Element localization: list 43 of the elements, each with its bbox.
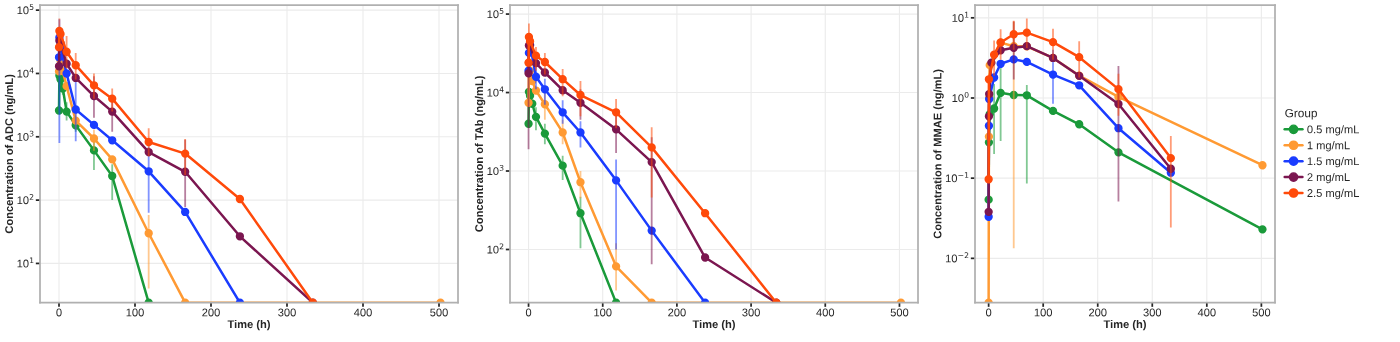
y-tick-label: 10$^{5}$: [487, 8, 504, 19]
y-tick-label: 10$^{2}$: [17, 194, 34, 205]
y-tick-label: 10$^{4}$: [487, 86, 504, 97]
legend-label: 2.5 mg/mL: [1307, 188, 1360, 200]
x-tick-label: 400: [816, 308, 835, 317]
y-tick-label: 10$^{2}$: [487, 243, 504, 254]
x-tick-label: 0: [56, 308, 62, 317]
x-tick-label: 100: [1034, 308, 1053, 317]
y-tick-label: 10$^{5}$: [17, 4, 34, 15]
legend-label: 1 mg/mL: [1307, 141, 1350, 152]
x-tick-label: 300: [278, 308, 296, 317]
x-tick-label: 400: [353, 308, 372, 317]
y-axis-title: Concentration of MMAE (ng/mL): [933, 69, 944, 239]
x-axis-title: Time (h): [1103, 319, 1146, 331]
x-tick-label: 500: [1252, 308, 1271, 317]
x-axis-title: Time (h): [692, 319, 735, 331]
y-tick-label: 10$^{−1}$: [945, 172, 969, 183]
x-tick-label: 500: [430, 308, 448, 317]
x-tick-label: 200: [202, 308, 220, 317]
y-tick-label: 10$^{3}$: [487, 164, 504, 176]
y-tick-label: 10$^{0}$: [952, 91, 969, 103]
y-tick-label: 10$^{3}$: [17, 130, 34, 141]
x-tick-label: 200: [668, 308, 686, 317]
y-tick-label: 10$^{1}$: [952, 11, 969, 22]
legend-title: Group: [1285, 108, 1317, 120]
y-axis-title: Concentration of ADC (ng/mL): [4, 74, 16, 234]
y-tick-label: 10$^{−2}$: [945, 252, 969, 263]
y-tick-label: 10$^{4}$: [17, 67, 34, 78]
legend-label: 1.5 mg/mL: [1307, 157, 1360, 168]
legend-label: 2 mg/mL: [1307, 172, 1350, 184]
x-tick-label: 0: [525, 308, 532, 317]
x-tick-label: 100: [126, 308, 144, 317]
x-tick-label: 500: [890, 308, 909, 317]
x-axis-title: Time (h): [227, 319, 270, 331]
x-tick-label: 200: [1089, 308, 1107, 317]
x-tick-label: 300: [742, 308, 760, 317]
x-tick-label: 100: [594, 308, 612, 317]
legend-label: 0.5 mg/mL: [1307, 125, 1360, 136]
x-tick-label: 400: [1197, 308, 1216, 317]
x-tick-label: 300: [1143, 308, 1162, 317]
x-tick-label: 0: [985, 308, 992, 317]
y-axis-title: Concentration of TAb (ng/mL): [474, 76, 486, 232]
y-tick-label: 10$^{1}$: [17, 257, 34, 268]
